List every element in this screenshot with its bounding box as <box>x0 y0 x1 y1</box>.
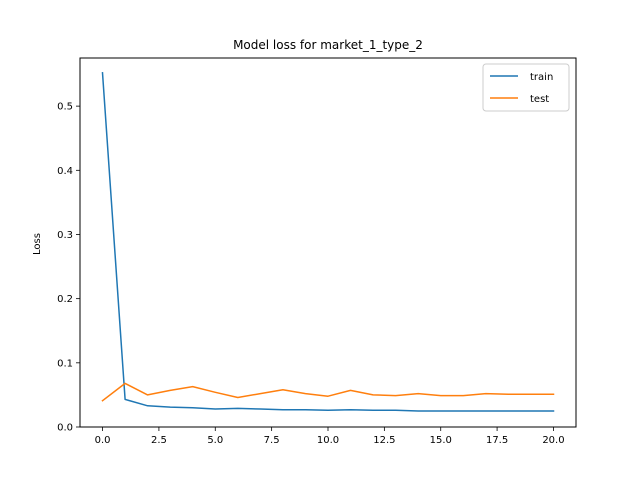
legend-label-test: test <box>530 94 549 105</box>
y-tick-label: 0.5 <box>57 102 73 113</box>
y-tick-label: 0.0 <box>57 423 73 434</box>
x-tick-label: 15.0 <box>430 435 452 446</box>
x-axis: 0.0 2.5 5.0 7.5 10.0 12.5 15.0 17.5 20.0 <box>95 427 565 446</box>
legend-box <box>482 63 570 112</box>
y-tick-label: 0.2 <box>57 294 73 305</box>
chart-title: Model loss for market_1_type_2 <box>233 38 423 52</box>
plot-frame <box>79 57 577 428</box>
plot-area <box>101 72 555 412</box>
y-tick-label: 0.3 <box>57 230 73 241</box>
x-tick-label: 7.5 <box>264 435 280 446</box>
y-axis-label: Loss <box>32 233 43 255</box>
x-tick-label: 10.0 <box>317 435 339 446</box>
x-tick-label: 17.5 <box>486 435 508 446</box>
x-tick-label: 12.5 <box>373 435 395 446</box>
x-tick-label: 2.5 <box>151 435 167 446</box>
x-tick-label: 0.0 <box>95 435 111 446</box>
y-axis: 0.0 0.1 0.2 0.3 0.4 0.5 <box>57 102 80 434</box>
y-tick-label: 0.1 <box>57 358 73 369</box>
y-tick-label: 0.4 <box>57 166 73 177</box>
x-tick-label: 5.0 <box>207 435 223 446</box>
series-line-test <box>101 382 555 402</box>
legend: train test <box>482 63 570 112</box>
legend-label-train: train <box>530 72 553 83</box>
series-line-train <box>101 72 555 412</box>
x-tick-label: 20.0 <box>542 435 564 446</box>
